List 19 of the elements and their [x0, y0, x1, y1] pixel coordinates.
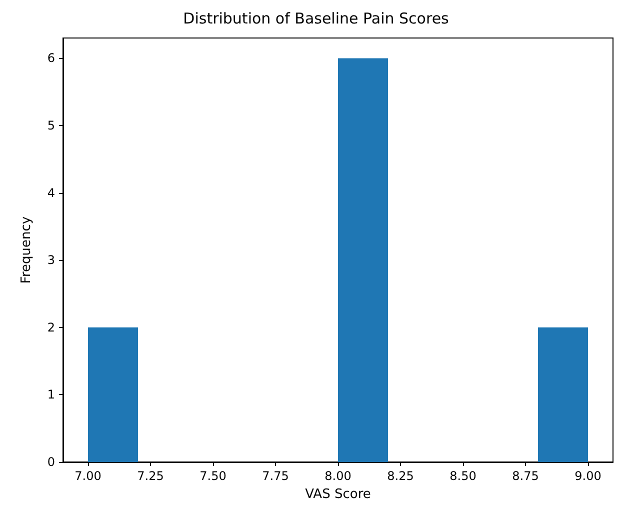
x-tick-label: 8.25 [387, 469, 414, 483]
x-tick-label: 7.00 [74, 469, 102, 483]
y-tick-label: 6 [47, 51, 55, 66]
x-tick-label: 8.00 [324, 469, 352, 483]
y-tick-label: 1 [47, 388, 55, 402]
y-tick-label: 2 [47, 320, 55, 334]
y-axis-title: Frequency [19, 216, 34, 284]
y-tick-label: 5 [47, 118, 55, 132]
x-tick-label: 7.50 [200, 469, 226, 483]
x-tick-label: 7.75 [262, 469, 289, 483]
x-tick-label: 7.25 [137, 469, 164, 483]
chart-title: Distribution of Baseline Pain Scores [183, 10, 450, 28]
x-tick-label: 8.75 [512, 469, 539, 483]
y-tick-label: 3 [47, 253, 55, 268]
y-tick-label: 4 [47, 186, 55, 200]
x-axis-title: VAS Score [305, 487, 371, 502]
y-tick-label: 0 [47, 455, 55, 469]
x-tick-label: 9.00 [574, 469, 602, 483]
x-tick-label: 8.50 [450, 469, 476, 483]
